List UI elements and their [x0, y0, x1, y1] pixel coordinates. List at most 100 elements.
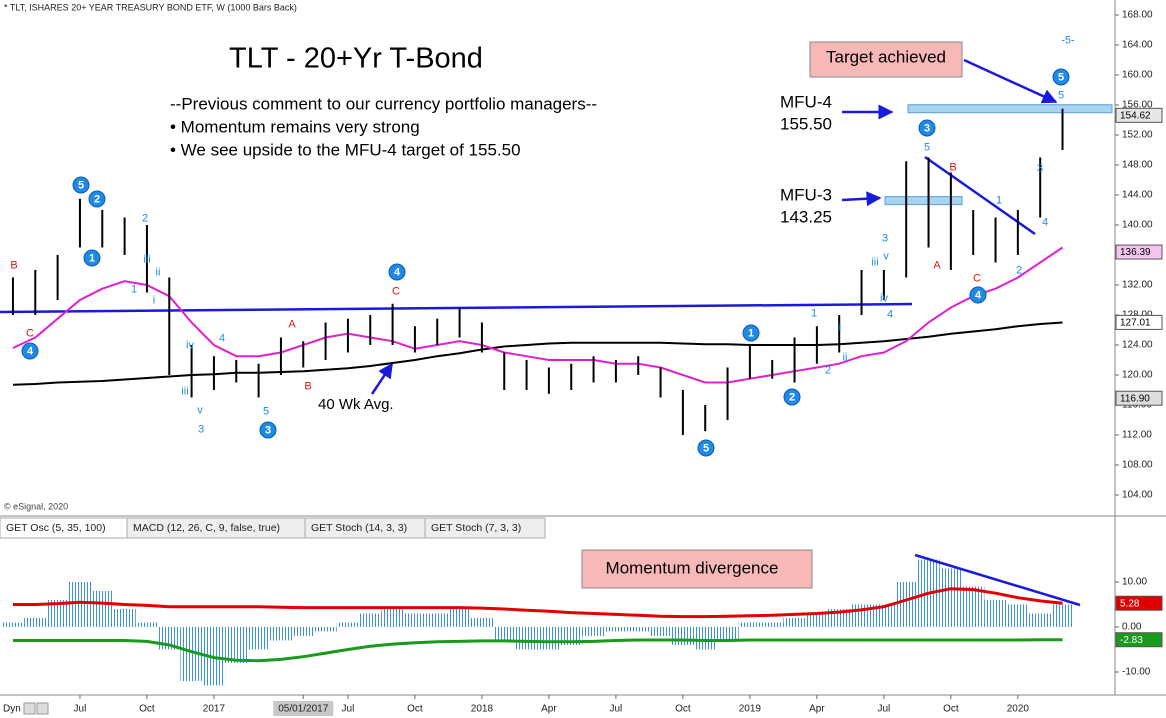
y-tick-label: 168.00 [1122, 10, 1153, 21]
callout-box [581, 549, 813, 589]
wave-badge [969, 286, 987, 304]
corner-label[interactable]: Dyn [3, 704, 21, 715]
tab-label[interactable]: GET Stoch (14, 3, 3) [311, 522, 407, 534]
wave-label: B [304, 380, 311, 392]
x-tick-label: 2019 [739, 704, 762, 715]
wave-label: 4 [219, 332, 225, 344]
wave-label: B [949, 161, 956, 173]
tab[interactable] [424, 517, 546, 539]
y-tick-label: 10.00 [1122, 577, 1147, 588]
wave-label: iii [143, 253, 150, 265]
wave-label: 3 [1037, 162, 1043, 174]
value-marker [1115, 314, 1163, 330]
x-tick-highlight [273, 701, 334, 716]
histogram-bar [895, 581, 918, 627]
x-tick-label: Oct [943, 704, 959, 715]
y-tick-label: 120.00 [1122, 370, 1153, 381]
comment-line: • Momentum remains very strong [170, 117, 420, 136]
histogram-bar [1, 622, 25, 627]
moving-average [12, 321, 1063, 386]
wave-label: iii [181, 385, 188, 397]
x-tick-label: 05/01/2017 [278, 704, 328, 715]
wave-label: 2 [1016, 264, 1022, 276]
wave-label: iv [880, 292, 888, 304]
histogram-bar [1051, 604, 1074, 627]
wave-label: 3 [924, 122, 930, 134]
y-tick-label: 144.00 [1122, 190, 1153, 201]
button[interactable] [36, 702, 49, 715]
tab-label[interactable]: MACD (12, 26, C, 9, false, true) [133, 522, 280, 534]
wave-label: 4 [27, 345, 34, 357]
histogram-bar [671, 626, 695, 645]
wave-label: ii [843, 351, 848, 363]
value-marker [1115, 390, 1163, 406]
wave-label: 1 [89, 252, 95, 264]
histogram-bar [68, 581, 92, 627]
wave-label: v [197, 404, 203, 416]
histogram-bar [515, 626, 538, 650]
value-marker-label: 5.28 [1120, 598, 1140, 609]
wave-label: A [933, 259, 941, 271]
histogram-bar [604, 626, 628, 632]
wave-label: 4 [887, 308, 893, 320]
value-marker [1115, 244, 1163, 260]
x-tick-label: Oct [139, 704, 155, 715]
y-tick-label: 160.00 [1122, 70, 1153, 81]
histogram-bar [24, 617, 47, 627]
wave-badge [21, 342, 39, 360]
wave-badge [918, 119, 936, 137]
histogram-bar [783, 617, 806, 627]
histogram-bar [135, 622, 159, 627]
histogram-bar [470, 617, 494, 627]
wave-label: C [26, 327, 34, 339]
wave-label: 5 [1058, 89, 1064, 101]
wave-badge [259, 421, 277, 439]
y-tick-label: 148.00 [1122, 160, 1153, 171]
trend-line [0, 302, 913, 314]
x-tick-label: 2017 [203, 704, 226, 715]
moving-average [12, 246, 1064, 384]
histogram-bar [761, 622, 784, 627]
wave-label: 2 [142, 212, 148, 224]
target-level [907, 104, 1113, 114]
wave-label: -5- [1061, 34, 1075, 46]
wave-badge [388, 263, 406, 281]
histogram-bar [649, 626, 672, 636]
y-tick-label: 124.00 [1122, 340, 1153, 351]
wave-label: 1 [996, 194, 1002, 206]
histogram-bar [46, 599, 69, 627]
wave-label: A [288, 318, 296, 330]
button[interactable] [23, 702, 36, 715]
value-marker [1115, 595, 1163, 611]
x-tick-label: Jul [74, 704, 87, 715]
wave-badge [1052, 68, 1070, 86]
wave-label: 2 [94, 193, 100, 205]
comment-line: --Previous comment to our currency portf… [170, 94, 597, 113]
y-tick-label: 132.00 [1122, 280, 1153, 291]
callout-box [809, 41, 963, 78]
x-tick-label: Jul [342, 704, 355, 715]
plot: 104.00108.00112.00116.00120.00124.00128.… [1, 10, 1163, 716]
arrow [963, 58, 1058, 104]
tab-label[interactable]: GET Osc (5, 35, 100) [6, 522, 106, 534]
histogram-bar [403, 613, 427, 627]
x-tick-label: 2018 [471, 704, 494, 715]
value-marker-label: 127.01 [1120, 318, 1151, 329]
histogram-bar [426, 613, 449, 627]
callout: Momentum divergence [606, 558, 779, 577]
histogram-bar [359, 613, 382, 627]
wave-label: 5 [924, 141, 930, 153]
histogram-bar [180, 626, 203, 681]
tab-label[interactable]: GET Stoch (7, 3, 3) [431, 522, 521, 534]
wave-label: 2 [789, 391, 795, 403]
wave-label: i [153, 294, 155, 306]
wave-badge [697, 439, 715, 457]
comment-line: • We see upside to the MFU-4 target of 1… [170, 140, 521, 159]
value-marker-label: 116.90 [1120, 393, 1150, 404]
level-name: MFU-3 [780, 185, 832, 204]
oscillator-line [13, 638, 1063, 663]
histogram-bar [336, 622, 360, 627]
wave-label: i [839, 321, 841, 333]
wave-label: 1 [131, 283, 137, 295]
divergence-line [914, 553, 1081, 607]
